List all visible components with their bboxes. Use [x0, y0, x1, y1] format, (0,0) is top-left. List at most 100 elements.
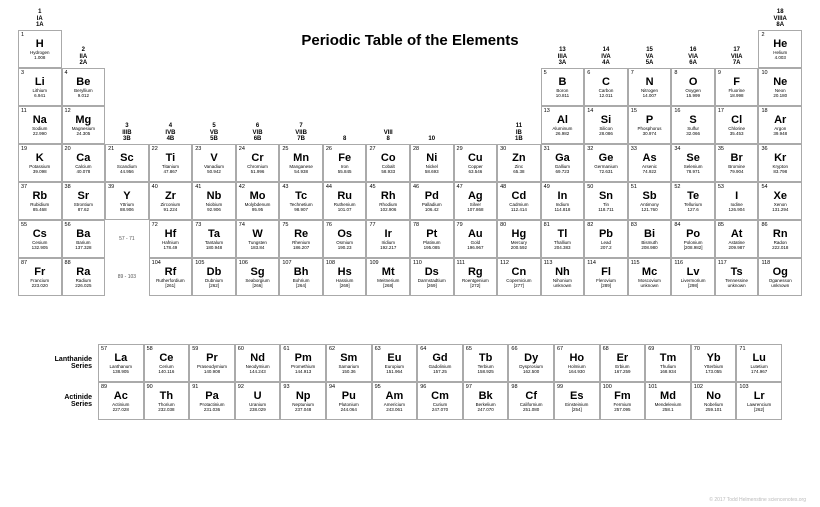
- atomic-mass: 65.38: [499, 170, 539, 175]
- atomic-number: 50: [587, 184, 593, 190]
- element-symbol: Cu: [456, 153, 496, 164]
- group-label: 6 VIB 6B: [236, 122, 280, 144]
- element-w: 74WTungsten183.84: [236, 220, 280, 258]
- atomic-mass: [298]: [673, 284, 713, 289]
- element-symbol: Tl: [543, 229, 583, 240]
- element-rg: 111RgRoentgenium[272]: [454, 258, 498, 296]
- atomic-mass: 78.971: [673, 170, 713, 175]
- atomic-mass: [261]: [151, 284, 191, 289]
- atomic-mass: 138.905: [100, 370, 142, 375]
- atomic-number: 19: [21, 146, 27, 152]
- atomic-number: 58: [147, 346, 153, 352]
- atomic-mass: [272]: [456, 284, 496, 289]
- element-rh: 45RhRhodium102.906: [366, 182, 410, 220]
- atomic-number: 56: [65, 222, 71, 228]
- element-symbol: F: [717, 77, 757, 88]
- element-symbol: Rf: [151, 267, 191, 278]
- element-be: 4BeBeryllium9.012: [62, 68, 106, 106]
- element-symbol: Cl: [717, 115, 757, 126]
- element-f: 9FFluorine18.998: [715, 68, 759, 106]
- atomic-number: 40: [152, 184, 158, 190]
- atomic-mass: 131.294: [760, 208, 800, 213]
- atomic-number: 101: [648, 384, 657, 390]
- element-symbol: Co: [368, 153, 408, 164]
- atomic-number: 83: [631, 222, 637, 228]
- group-label: [497, 8, 541, 30]
- element-nd: 60NdNeodymium144.243: [235, 344, 281, 382]
- atomic-number: 87: [21, 260, 27, 266]
- element-dy: 66DyDysprosium162.500: [508, 344, 554, 382]
- element-symbol: Ru: [325, 191, 365, 202]
- element-symbol: Cm: [419, 391, 461, 402]
- atomic-number: 107: [282, 260, 291, 266]
- element-symbol: Mo: [238, 191, 278, 202]
- group-label: 4 IVB 4B: [149, 122, 193, 144]
- element-symbol: Pu: [328, 391, 370, 402]
- atomic-mass: 44.956: [107, 170, 147, 175]
- atomic-number: 49: [544, 184, 550, 190]
- atomic-mass: 186.207: [281, 246, 321, 251]
- element-am: 95AmAmericium243.061: [372, 382, 418, 420]
- element-cf: 98CfCalifornium251.080: [508, 382, 554, 420]
- atomic-number: 78: [413, 222, 419, 228]
- group-label: [279, 8, 323, 30]
- atomic-number: 84: [674, 222, 680, 228]
- element-pa: 91PaProtactinium231.036: [189, 382, 235, 420]
- atomic-mass: [264]: [281, 284, 321, 289]
- element-gd: 64GdGadolinium157.25: [417, 344, 463, 382]
- element-ac: 89AcActinium227.028: [98, 382, 144, 420]
- atomic-number: 93: [283, 384, 289, 390]
- atomic-mass: 10.811: [543, 94, 583, 99]
- atomic-number: 81: [544, 222, 550, 228]
- atomic-number: 103: [739, 384, 748, 390]
- periodic-table-main: 1 IA 1A18 VIIIA 8A1HHydrogen1.0082 IIA 2…: [18, 8, 802, 334]
- element-hs: 108HsHassium[269]: [323, 258, 367, 296]
- group-label: [62, 8, 106, 30]
- element-symbol: Se: [673, 153, 713, 164]
- atomic-number: 39: [108, 184, 114, 190]
- group-label: 15 VA 5A: [628, 46, 672, 68]
- atomic-number: 51: [631, 184, 637, 190]
- atomic-mass: [269]: [325, 284, 365, 289]
- atomic-mass: 257.095: [602, 408, 644, 413]
- element-er: 68ErErbium167.259: [600, 344, 646, 382]
- atomic-number: 79: [457, 222, 463, 228]
- element-h: 1HHydrogen1.008: [18, 30, 62, 68]
- element-sn: 50SnTin118.711: [584, 182, 628, 220]
- atomic-mass: 238.029: [237, 408, 279, 413]
- atomic-mass: 243.061: [374, 408, 416, 413]
- atomic-number: 113: [544, 260, 553, 266]
- atomic-mass: 30.974: [630, 132, 670, 137]
- element-no: 102NoNobelium259.101: [691, 382, 737, 420]
- element-symbol: Po: [673, 229, 713, 240]
- atomic-mass: 15.999: [673, 94, 713, 99]
- element-sc: 21ScScandium44.956: [105, 144, 149, 182]
- group-label: 2 IIA 2A: [62, 46, 106, 68]
- element-symbol: H: [20, 39, 60, 50]
- element-symbol: Ds: [412, 267, 452, 278]
- element-mt: 109MtMeitnerium[268]: [366, 258, 410, 296]
- element-symbol: P: [630, 115, 670, 126]
- element-symbol: Sr: [64, 191, 104, 202]
- element-symbol: La: [100, 353, 142, 364]
- atomic-number: 106: [239, 260, 248, 266]
- element-rf: 104RfRutherfordium[261]: [149, 258, 193, 296]
- atomic-number: 68: [603, 346, 609, 352]
- footer-credit: © 2017 Todd Helmenstine sciencenotes.org: [709, 497, 806, 503]
- atomic-mass: 168.934: [647, 370, 689, 375]
- element-symbol: Na: [20, 115, 60, 126]
- atomic-mass: [268]: [368, 284, 408, 289]
- element-cm: 96CmCurium247.070: [417, 382, 463, 420]
- group-label: [149, 8, 193, 30]
- element-symbol: K: [20, 153, 60, 164]
- element-symbol: Al: [543, 115, 583, 126]
- element-symbol: Ts: [717, 267, 757, 278]
- element-symbol: Eu: [374, 353, 416, 364]
- atomic-mass: 24.305: [64, 132, 104, 137]
- atomic-mass: 114.818: [543, 208, 583, 213]
- element-fr: 87FrFrancium223.020: [18, 258, 62, 296]
- element-symbol: Ac: [100, 391, 142, 402]
- element-symbol: Tc: [281, 191, 321, 202]
- atomic-mass: [254]: [556, 408, 598, 413]
- element-symbol: Ho: [556, 353, 598, 364]
